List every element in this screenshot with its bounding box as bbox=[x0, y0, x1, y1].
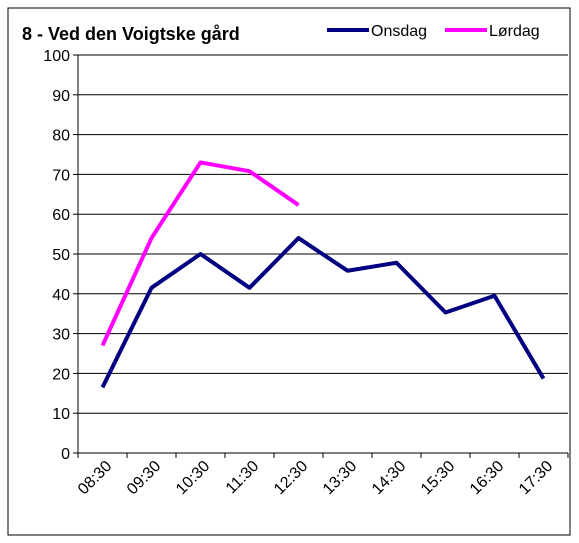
y-tick-label: 0 bbox=[61, 446, 70, 463]
y-tick-label: 80 bbox=[52, 128, 70, 145]
chart-frame bbox=[7, 7, 571, 536]
y-tick-label: 70 bbox=[52, 167, 70, 184]
series-line bbox=[100, 236, 546, 389]
y-tick-label: 60 bbox=[52, 207, 70, 224]
y-tick-label: 50 bbox=[52, 247, 70, 264]
series-line bbox=[100, 160, 300, 347]
y-tick-label: 10 bbox=[52, 406, 70, 423]
legend-label: Lørdag bbox=[489, 23, 540, 40]
y-tick-label: 40 bbox=[52, 287, 70, 304]
y-tick-label: 30 bbox=[52, 327, 70, 344]
y-tick-label: 20 bbox=[52, 366, 70, 383]
y-tick-label: 90 bbox=[52, 88, 70, 105]
chart-title: 8 - Ved den Voigtske gård bbox=[22, 24, 240, 44]
y-tick-label: 100 bbox=[43, 48, 70, 65]
legend-label: Onsdag bbox=[371, 23, 427, 40]
